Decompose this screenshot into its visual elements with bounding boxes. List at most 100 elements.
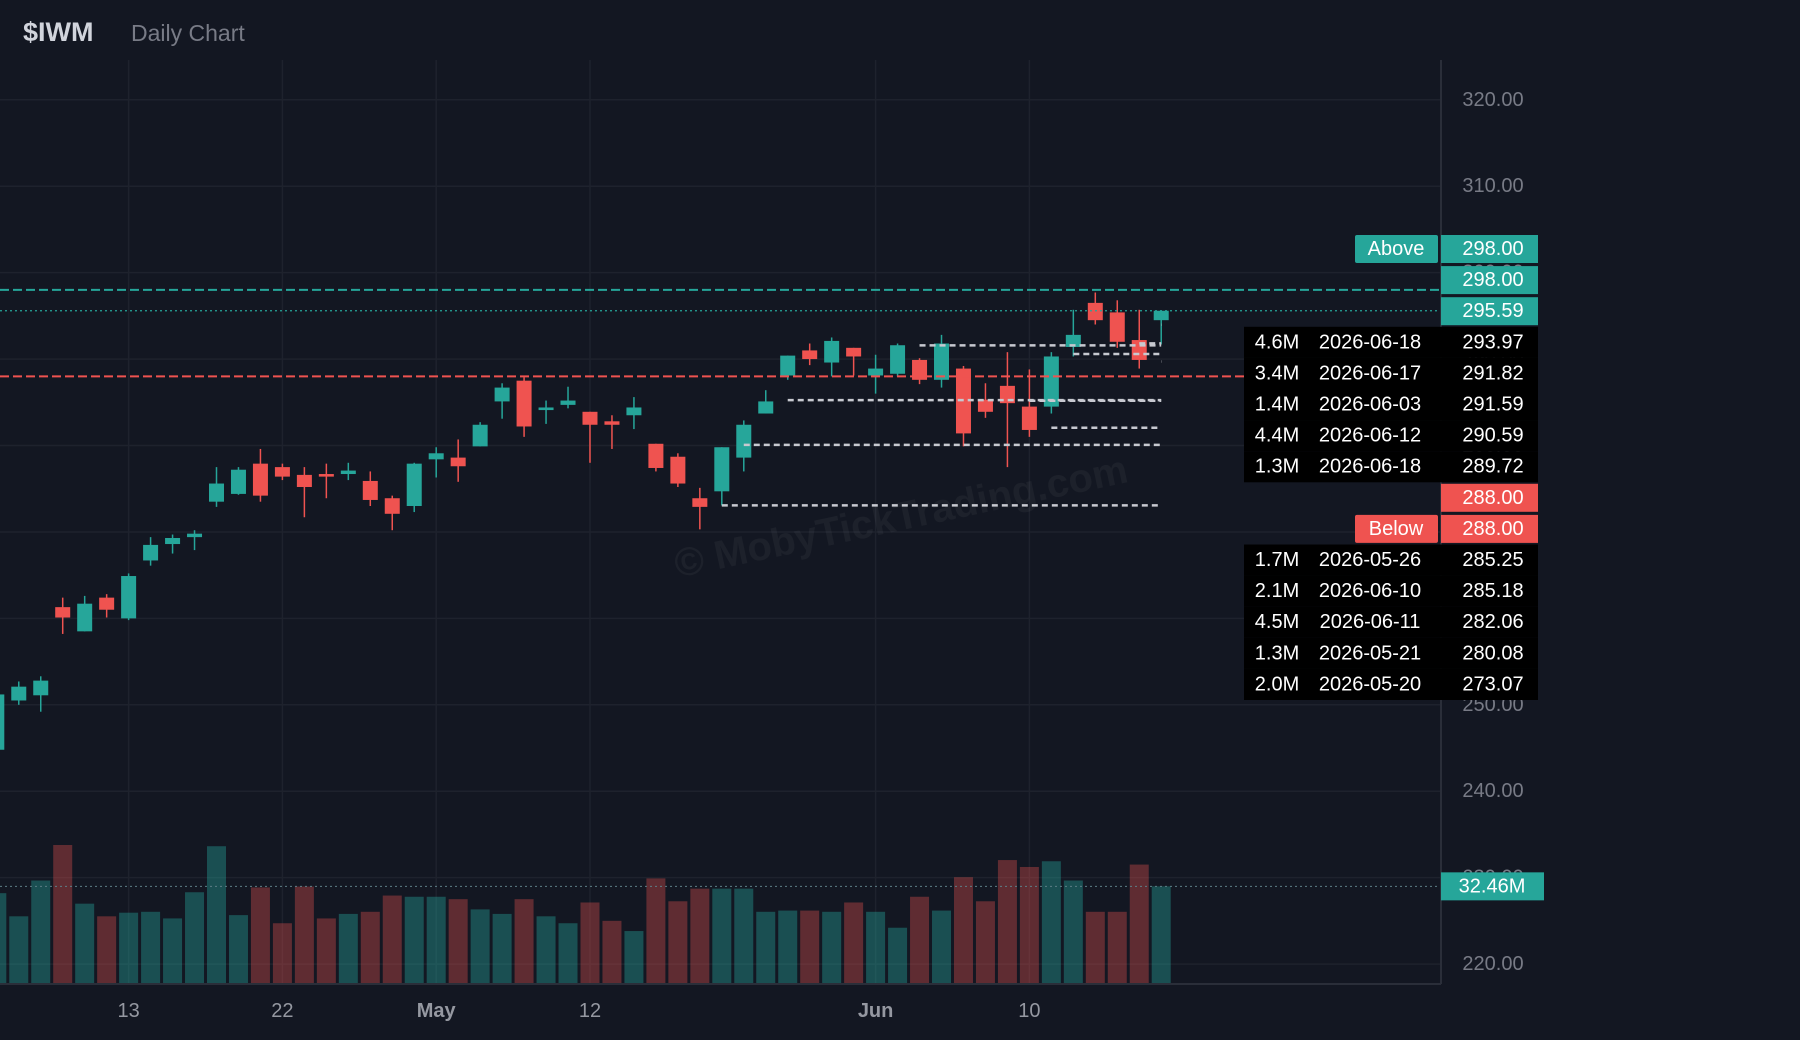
level-date: 2026-06-12 (1319, 425, 1421, 447)
candle-body (472, 424, 488, 447)
volume-bar (1019, 866, 1039, 984)
candle-body (99, 597, 115, 610)
candle-body (143, 544, 159, 561)
level-price: 291.82 (1462, 362, 1523, 384)
x-tick-label: Jun (858, 1000, 894, 1022)
level-price: 291.59 (1462, 394, 1523, 416)
candle-body (538, 407, 554, 411)
level-volume: 4.4M (1255, 425, 1299, 447)
volume-bar (31, 880, 51, 984)
candle-body (516, 380, 532, 427)
y-tick-label: 310.00 (1462, 175, 1523, 197)
level-row-box (1244, 668, 1538, 700)
level-date: 2026-06-17 (1319, 362, 1421, 384)
volume-bar (492, 913, 512, 984)
volume-bar (1129, 864, 1149, 984)
candle-body (209, 483, 224, 502)
x-tick-label: 22 (271, 1000, 293, 1022)
volume-bar (53, 845, 73, 984)
candle-body (165, 537, 181, 545)
volume-bar (646, 878, 666, 984)
volume-bar (426, 896, 446, 984)
level-date: 2026-06-03 (1319, 394, 1421, 416)
volume-bar (316, 918, 336, 984)
volume-bar (360, 911, 380, 984)
candle-body (824, 340, 840, 363)
volume-bar (1041, 861, 1061, 984)
volume-bar (602, 920, 622, 984)
level-volume: 1.4M (1255, 394, 1299, 416)
candle-body (1153, 310, 1169, 321)
level-price: 289.72 (1462, 456, 1523, 478)
volume-bar (0, 893, 7, 984)
candle-body (55, 607, 71, 618)
candle-body (977, 399, 993, 412)
reference-label-box (1441, 235, 1538, 263)
y-tick-label: 220.00 (1462, 953, 1523, 975)
volume-bar (272, 923, 292, 984)
volume-bar (1085, 911, 1105, 984)
volume-bar (1107, 911, 1127, 984)
volume-bar (866, 911, 886, 984)
candle-body (582, 411, 598, 425)
candle-body (362, 480, 378, 500)
volume-bar (822, 911, 842, 984)
candle-body (230, 469, 246, 494)
candle-body (1043, 356, 1059, 407)
volume-bar (1151, 886, 1171, 984)
candle-body (77, 603, 93, 632)
level-row-box (1244, 606, 1538, 638)
candle-body (340, 470, 356, 475)
candle-body (1065, 334, 1081, 347)
volume-bar (97, 916, 117, 984)
volume-bar (668, 901, 688, 984)
candle-body (714, 447, 730, 492)
volume-bar (338, 913, 358, 984)
reference-label: 298.00 (1462, 238, 1523, 260)
candle-body (736, 424, 752, 458)
candle-body (252, 463, 268, 496)
level-price: 280.08 (1462, 642, 1523, 664)
x-tick-label: May (417, 1000, 457, 1022)
candle-body (846, 347, 862, 357)
candle-body (934, 343, 950, 380)
volume-bar (119, 912, 139, 984)
volume-bar (844, 902, 864, 984)
level-volume: 4.6M (1255, 331, 1299, 353)
level-date: 2026-06-11 (1320, 611, 1421, 633)
volume-bar (382, 895, 402, 984)
tag-box (1355, 235, 1438, 263)
x-tick-label: 13 (117, 1000, 139, 1022)
volume-bar (558, 923, 578, 984)
level-row-box (1244, 451, 1538, 483)
candle-body (1087, 302, 1103, 321)
level-date: 2026-06-10 (1319, 580, 1421, 602)
volume-bar (975, 901, 995, 984)
volume-bar (250, 887, 270, 984)
volume-bar (75, 903, 95, 984)
level-row-box (1244, 637, 1538, 669)
volume-bar (580, 902, 600, 984)
volume-bar (9, 916, 29, 984)
volume-bar (536, 916, 556, 984)
reference-label: 288.00 (1462, 487, 1523, 509)
x-tick-label: 12 (579, 1000, 601, 1022)
level-price: 290.59 (1462, 425, 1523, 447)
last-price-label-box (1441, 297, 1538, 326)
level-price: 273.07 (1462, 673, 1523, 695)
candle-body (494, 387, 510, 402)
price-labels: Above 298.00 298.00 295.59 4.6M 2026-06-18 293… (1244, 235, 1544, 901)
candle-body (0, 694, 5, 750)
candle-body (384, 498, 400, 514)
level-volume: 1.7M (1255, 549, 1299, 571)
volume-bar (953, 877, 973, 984)
candle-body (33, 680, 49, 696)
candle-body (802, 350, 818, 360)
volume-bar (888, 927, 908, 984)
candle-body (560, 400, 576, 405)
candle-body (912, 359, 928, 380)
volume-bar (624, 931, 644, 984)
reference-label-box (1441, 483, 1538, 512)
